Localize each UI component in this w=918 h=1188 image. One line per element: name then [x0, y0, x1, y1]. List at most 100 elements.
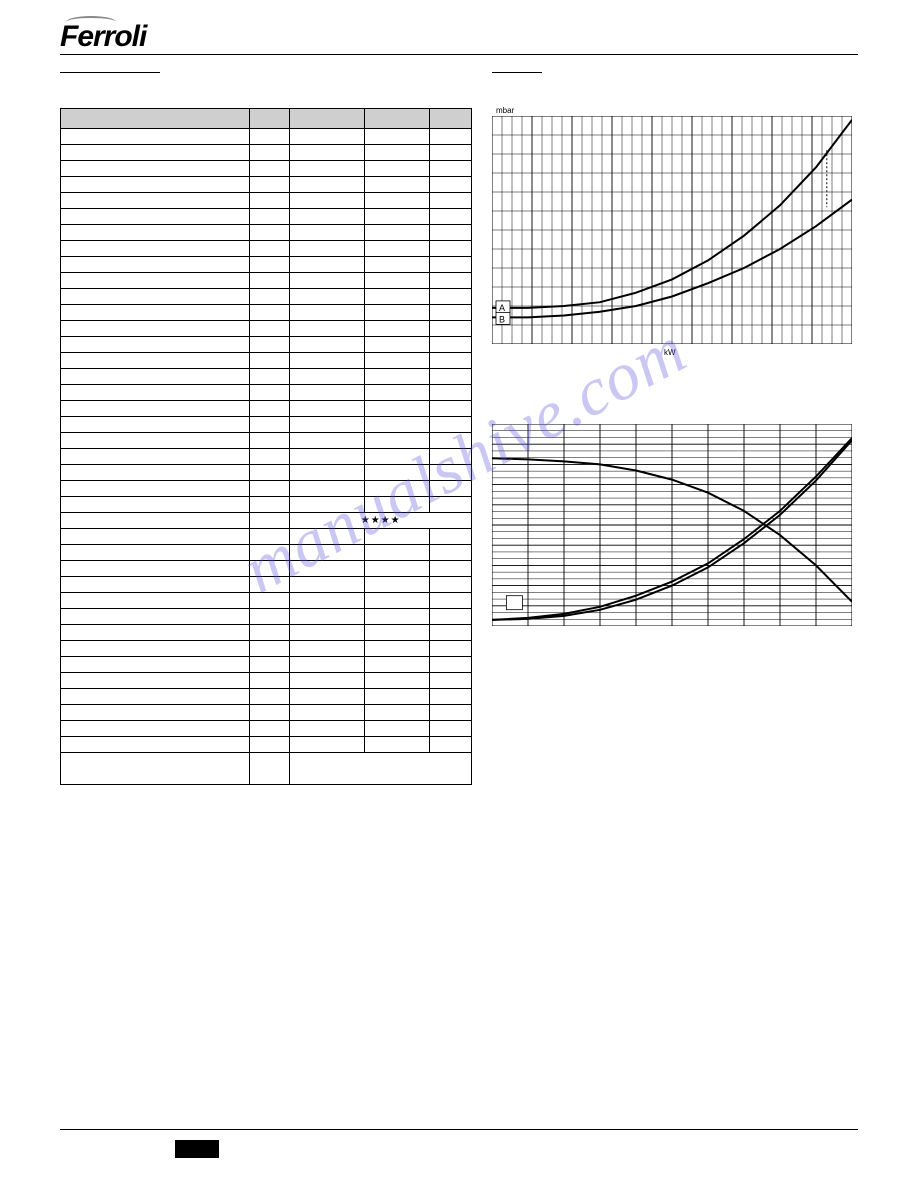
table-row [61, 401, 472, 417]
table-cell [250, 321, 290, 337]
table-cell [365, 561, 430, 577]
table-cell [365, 417, 430, 433]
table-cell [61, 705, 250, 721]
table-cell [250, 385, 290, 401]
table-cell [290, 289, 365, 305]
table-cell [430, 401, 472, 417]
table-row [61, 241, 472, 257]
table-cell [61, 401, 250, 417]
table-cell [430, 481, 472, 497]
table-cell [430, 609, 472, 625]
table-cell [430, 161, 472, 177]
table-row [61, 209, 472, 225]
table-cell [290, 209, 365, 225]
table-cell [290, 129, 365, 145]
table-header-cell [365, 109, 430, 129]
table-cell [290, 417, 365, 433]
table-cell [250, 369, 290, 385]
table-row [61, 417, 472, 433]
table-cell [61, 673, 250, 689]
table-row [61, 721, 472, 737]
table-cell [430, 545, 472, 561]
table-cell [290, 369, 365, 385]
table-cell [290, 161, 365, 177]
table-row [61, 193, 472, 209]
table-row [61, 273, 472, 289]
table-cell [430, 625, 472, 641]
table-cell [290, 625, 365, 641]
table-cell [250, 737, 290, 753]
table-cell [250, 433, 290, 449]
table-cell [290, 577, 365, 593]
table-cell [430, 209, 472, 225]
table-cell [61, 513, 250, 529]
table-cell [61, 529, 250, 545]
table-row [61, 737, 472, 753]
table-cell [290, 337, 365, 353]
table-cell [250, 577, 290, 593]
table-row [61, 561, 472, 577]
table-cell [290, 641, 365, 657]
spec-table: ★★★★ [60, 108, 472, 785]
table-cell [61, 481, 250, 497]
table-cell [61, 721, 250, 737]
table-cell [61, 369, 250, 385]
table-cell [61, 289, 250, 305]
efficiency-stars: ★★★★ [290, 513, 472, 529]
table-cell [365, 193, 430, 209]
table-row [61, 753, 472, 785]
table-cell [365, 737, 430, 753]
table-cell [365, 481, 430, 497]
table-cell [61, 561, 250, 577]
table-cell [250, 209, 290, 225]
table-cell [365, 497, 430, 513]
table-cell [250, 529, 290, 545]
table-cell [365, 529, 430, 545]
table-cell [430, 257, 472, 273]
table-cell [61, 449, 250, 465]
table-row [61, 321, 472, 337]
table-cell [365, 465, 430, 481]
table-cell [365, 161, 430, 177]
table-row [61, 225, 472, 241]
table-row [61, 673, 472, 689]
table-cell [250, 193, 290, 209]
table-cell [250, 705, 290, 721]
table-cell [365, 209, 430, 225]
table-cell [365, 673, 430, 689]
table-cell [290, 657, 365, 673]
table-row [61, 529, 472, 545]
logo-arc-icon [66, 16, 116, 28]
page-number-box [175, 1140, 219, 1158]
table-cell [365, 545, 430, 561]
table-header-cell [430, 109, 472, 129]
table-cell [250, 241, 290, 257]
table-cell [430, 529, 472, 545]
table-cell [430, 273, 472, 289]
table-cell [250, 289, 290, 305]
table-cell [365, 577, 430, 593]
table-cell [61, 609, 250, 625]
table-cell [365, 337, 430, 353]
table-row [61, 641, 472, 657]
table-cell [290, 481, 365, 497]
table-cell [61, 689, 250, 705]
svg-text:B: B [499, 314, 505, 324]
table-cell [430, 129, 472, 145]
table-cell [61, 257, 250, 273]
table-cell [365, 401, 430, 417]
table-cell [61, 241, 250, 257]
table-cell [365, 241, 430, 257]
table-cell [430, 737, 472, 753]
table-cell [250, 561, 290, 577]
table-cell [290, 401, 365, 417]
table-cell [290, 673, 365, 689]
table-cell [61, 433, 250, 449]
table-cell [290, 497, 365, 513]
footer-divider [60, 1129, 858, 1130]
table-row [61, 449, 472, 465]
table-cell [290, 241, 365, 257]
table-row [61, 689, 472, 705]
table-cell [250, 593, 290, 609]
table-cell [250, 401, 290, 417]
